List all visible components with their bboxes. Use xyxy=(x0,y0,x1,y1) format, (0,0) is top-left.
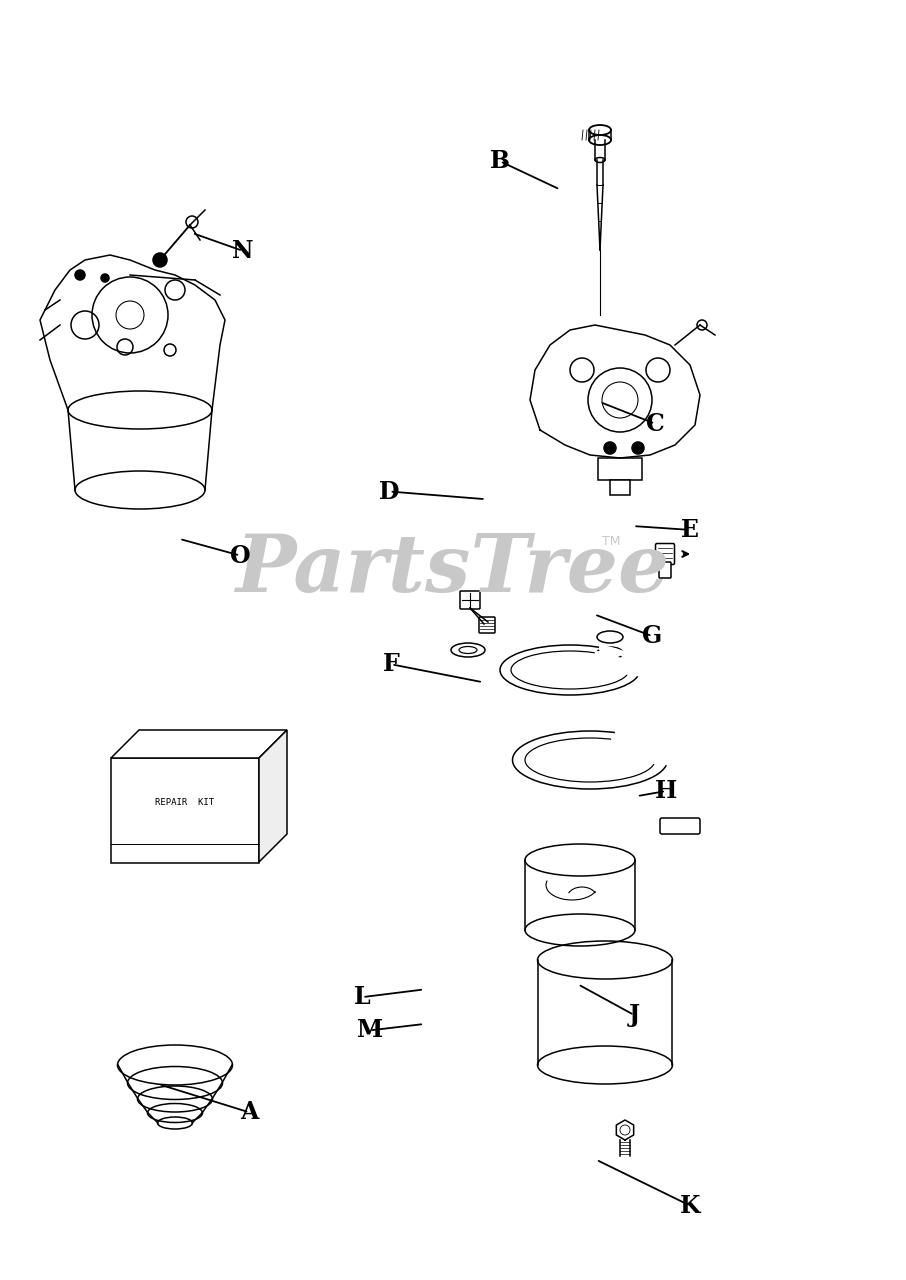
Text: J: J xyxy=(629,1004,640,1027)
Circle shape xyxy=(75,270,85,280)
Ellipse shape xyxy=(511,652,629,689)
FancyBboxPatch shape xyxy=(460,591,480,609)
Bar xyxy=(598,458,642,480)
Circle shape xyxy=(153,253,167,268)
Text: F: F xyxy=(383,653,400,676)
Text: O: O xyxy=(230,544,250,567)
Text: B: B xyxy=(490,150,510,173)
Text: M: M xyxy=(357,1019,382,1042)
Bar xyxy=(111,758,259,863)
FancyBboxPatch shape xyxy=(659,562,671,579)
Text: A: A xyxy=(240,1101,258,1124)
Text: K: K xyxy=(680,1194,700,1217)
Text: REPAIR  KIT: REPAIR KIT xyxy=(156,797,215,806)
FancyBboxPatch shape xyxy=(660,818,700,835)
Polygon shape xyxy=(111,730,287,758)
Text: C: C xyxy=(646,412,664,435)
Text: L: L xyxy=(354,986,371,1009)
Circle shape xyxy=(632,442,644,454)
Text: G: G xyxy=(642,625,662,648)
Text: D: D xyxy=(380,480,400,503)
Text: E: E xyxy=(681,518,699,541)
Ellipse shape xyxy=(525,739,655,782)
FancyBboxPatch shape xyxy=(479,617,495,634)
Text: PartsTree: PartsTree xyxy=(236,531,670,608)
Ellipse shape xyxy=(459,646,477,654)
Text: N: N xyxy=(232,239,254,262)
Circle shape xyxy=(101,274,109,282)
Polygon shape xyxy=(259,730,287,861)
Text: TM: TM xyxy=(602,535,621,548)
FancyBboxPatch shape xyxy=(656,544,674,564)
Circle shape xyxy=(604,442,616,454)
Bar xyxy=(610,480,630,495)
Text: H: H xyxy=(655,780,677,803)
